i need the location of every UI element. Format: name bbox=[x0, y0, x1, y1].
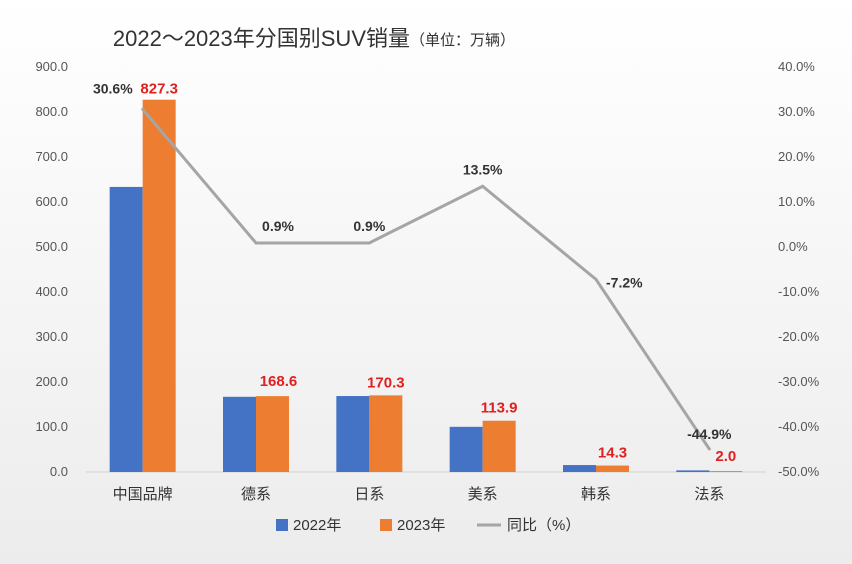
y-left-tick-label: 900.0 bbox=[35, 59, 68, 74]
bar-value-label: 168.6 bbox=[260, 373, 298, 390]
chart-subtitle: （单位：万辆） bbox=[410, 32, 515, 49]
axes: 0.0 100.0 200.0 300.0 400.0 500.0 600.0 700.0 80… bbox=[35, 59, 819, 503]
y-left-tick-label: 300.0 bbox=[35, 329, 68, 344]
y-right-tick-label: 20.0% bbox=[778, 149, 815, 164]
bar-value-label: 14.3 bbox=[598, 445, 627, 462]
yoy-value-label: 0.9% bbox=[353, 218, 385, 234]
x-category-label: 日系 bbox=[354, 486, 384, 503]
chart-title: 2022～2023年分国别SUV销量 bbox=[113, 26, 410, 51]
y-right-tick-label: 30.0% bbox=[778, 104, 815, 119]
y-left-tick-label: 800.0 bbox=[35, 104, 68, 119]
legend-label: 2022年 bbox=[293, 517, 341, 534]
yoy-point bbox=[254, 241, 258, 245]
y-right-tick-label: -30.0% bbox=[778, 374, 820, 389]
yoy-point bbox=[367, 241, 371, 245]
y-left-tick-label: 600.0 bbox=[35, 194, 68, 209]
bar-2022 bbox=[336, 396, 370, 472]
x-category-label: 韩系 bbox=[581, 486, 611, 503]
y-left-tick-label: 700.0 bbox=[35, 149, 68, 164]
bar-2023 bbox=[482, 420, 516, 472]
bar-2023 bbox=[142, 99, 176, 472]
y-left-tick-label: 200.0 bbox=[35, 374, 68, 389]
y-right-tick-label: 10.0% bbox=[778, 194, 815, 209]
yoy-line bbox=[141, 107, 711, 451]
legend-label: 2023年 bbox=[397, 517, 445, 534]
bar-2022 bbox=[109, 186, 143, 473]
bar-value-label: 113.9 bbox=[481, 400, 518, 417]
y-right-tick-label: -20.0% bbox=[778, 329, 820, 344]
yoy-point bbox=[481, 184, 485, 188]
y-right-tick-label: -50.0% bbox=[778, 464, 820, 479]
bar-value-label: 170.3 bbox=[367, 374, 405, 391]
y-right-tick-label: 0.0% bbox=[778, 239, 808, 254]
bar-2022 bbox=[563, 465, 596, 472]
x-category-label: 美系 bbox=[468, 486, 498, 503]
y-left-tick-label: 400.0 bbox=[35, 284, 68, 299]
yoy-value-label: 0.9% bbox=[262, 218, 294, 234]
yoy-value-label: 30.6% bbox=[93, 80, 133, 96]
legend-label: 同比（%） bbox=[507, 517, 580, 534]
bar-2022 bbox=[223, 396, 256, 472]
yoy-value-label: -7.2% bbox=[606, 274, 643, 290]
bar-2023 bbox=[369, 395, 403, 472]
bar-value-label: 2.0 bbox=[715, 448, 736, 465]
yoy-value-label: 13.5% bbox=[463, 161, 503, 177]
bar-value-label: 827.3 bbox=[140, 81, 178, 98]
y-right-tick-label: -40.0% bbox=[778, 419, 820, 434]
yoy-line-path bbox=[141, 108, 711, 450]
y-left-tick-label: 0.0 bbox=[50, 464, 68, 479]
yoy-point bbox=[141, 107, 145, 111]
bar-2022 bbox=[676, 470, 710, 472]
y-right-tick-label: 40.0% bbox=[778, 59, 815, 74]
yoy-value-label: -44.9% bbox=[687, 426, 732, 442]
data-labels: 827.3 168.6 170.3 113.9 14.3 2.0 30.6% 0.9% 0.9%… bbox=[93, 80, 736, 465]
bar-2022 bbox=[449, 426, 483, 472]
bar-2023 bbox=[596, 465, 629, 472]
x-category-label: 法系 bbox=[694, 486, 724, 503]
legend: 2022年 2023年 同比（%） bbox=[276, 517, 580, 534]
bar-2023 bbox=[256, 396, 289, 472]
yoy-point bbox=[594, 277, 598, 281]
bar-2023 bbox=[709, 471, 743, 472]
y-left-tick-label: 500.0 bbox=[35, 239, 68, 254]
bars bbox=[109, 99, 743, 473]
x-category-label: 德系 bbox=[241, 485, 271, 503]
x-category-label: 中国品牌 bbox=[113, 486, 173, 503]
legend-swatch bbox=[380, 519, 392, 531]
yoy-point bbox=[707, 447, 711, 451]
y-right-tick-label: -10.0% bbox=[778, 284, 820, 299]
legend-swatch bbox=[276, 519, 288, 531]
y-left-tick-label: 100.0 bbox=[35, 419, 68, 434]
